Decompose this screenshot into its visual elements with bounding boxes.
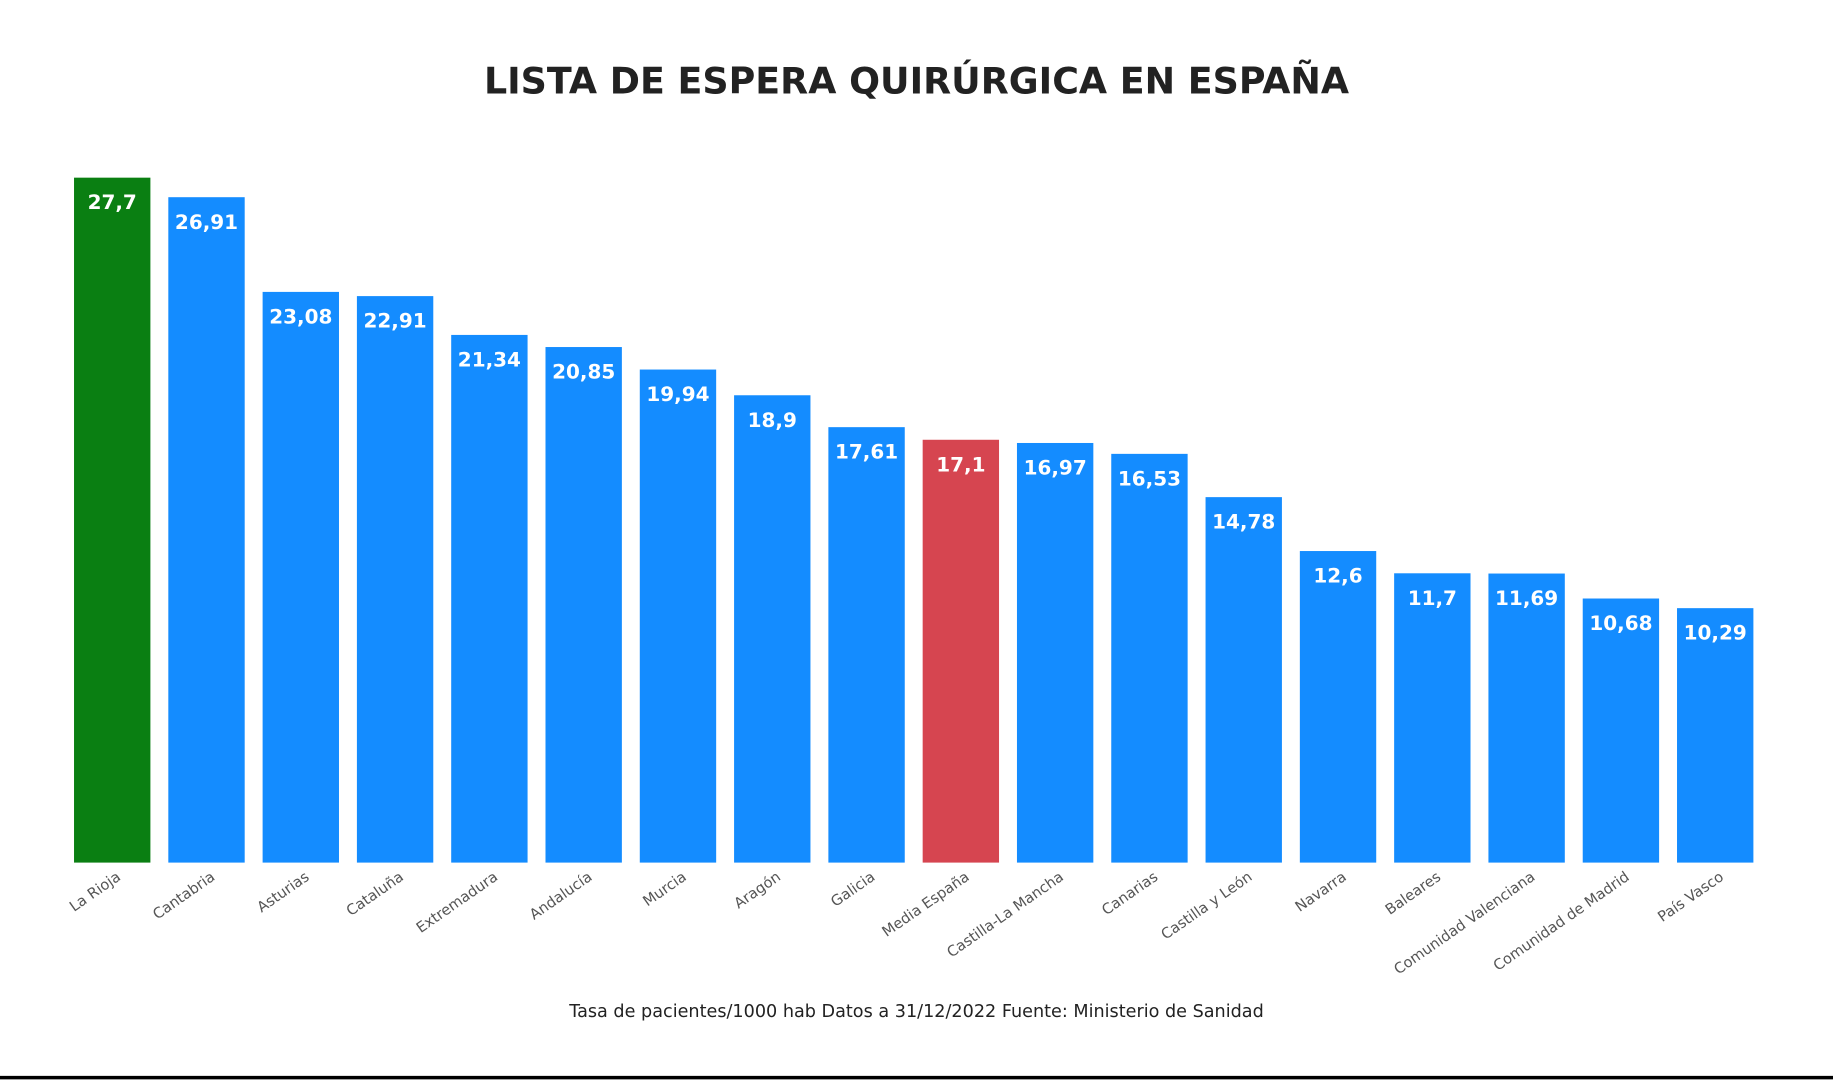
bar[interactable] (262, 291, 339, 863)
chart-footnote: Tasa de pacientes/1000 hab Datos a 31/12… (568, 1002, 1264, 1022)
data-label: 18,9 (748, 409, 797, 432)
bar[interactable] (1488, 573, 1565, 863)
bar[interactable] (1677, 608, 1754, 863)
data-label: 22,91 (364, 310, 427, 333)
data-label: 14,78 (1212, 511, 1275, 534)
bar[interactable] (451, 334, 528, 863)
category-label: La Rioja (67, 868, 124, 915)
bar[interactable] (828, 427, 905, 863)
bar[interactable] (74, 177, 151, 863)
bar[interactable] (1111, 453, 1188, 863)
bar[interactable] (1299, 551, 1377, 863)
chart-title: LISTA DE ESPERA QUIRÚRGICA EN ESPAÑA (484, 60, 1349, 103)
bar[interactable] (734, 395, 811, 863)
category-label: Navarra (1292, 868, 1350, 915)
bar[interactable] (922, 439, 1000, 863)
category-label: Andalucía (527, 868, 596, 923)
category-label: País Vasco (1655, 868, 1727, 925)
bar[interactable] (1582, 598, 1660, 863)
bar[interactable] (1016, 442, 1094, 863)
data-label: 10,68 (1589, 612, 1652, 635)
category-label: Cataluña (343, 868, 407, 919)
bar[interactable] (1205, 497, 1282, 863)
data-label: 21,34 (458, 349, 521, 372)
data-label: 19,94 (646, 383, 709, 406)
category-label: Canarias (1099, 868, 1161, 919)
bar[interactable] (639, 369, 717, 863)
category-label: Asturias (254, 868, 312, 916)
bar[interactable] (168, 197, 245, 863)
data-label: 11,7 (1408, 587, 1457, 610)
category-label: Castilla y León (1158, 868, 1255, 943)
data-label: 26,91 (175, 211, 238, 234)
category-label: Murcia (640, 868, 690, 910)
data-label: 10,29 (1684, 622, 1747, 645)
data-label: 23,08 (269, 306, 332, 329)
category-label: Aragón (731, 868, 784, 912)
category-label: Extremadura (413, 868, 501, 936)
data-label: 16,53 (1118, 467, 1181, 490)
data-label: 27,7 (88, 191, 137, 214)
bar[interactable] (1394, 573, 1471, 863)
bar[interactable] (545, 347, 622, 863)
data-label: 17,1 (936, 453, 985, 476)
data-label: 11,69 (1495, 587, 1558, 610)
data-label: 12,6 (1313, 565, 1362, 588)
bar[interactable] (356, 296, 434, 863)
data-label: 16,97 (1024, 457, 1087, 480)
category-label: Galicia (828, 868, 878, 910)
category-label: Baleares (1382, 868, 1444, 918)
category-label: Media España (879, 868, 972, 940)
data-label: 17,61 (835, 441, 898, 464)
data-label: 20,85 (552, 361, 615, 384)
category-label: Cantabria (150, 868, 218, 923)
